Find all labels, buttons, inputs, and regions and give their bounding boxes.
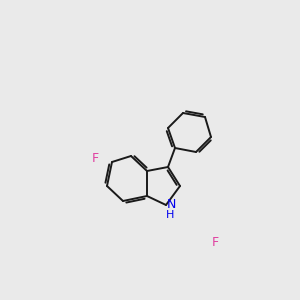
Text: H: H xyxy=(166,210,174,220)
Text: F: F xyxy=(92,152,99,166)
Text: F: F xyxy=(212,236,219,248)
Text: N: N xyxy=(167,199,176,212)
